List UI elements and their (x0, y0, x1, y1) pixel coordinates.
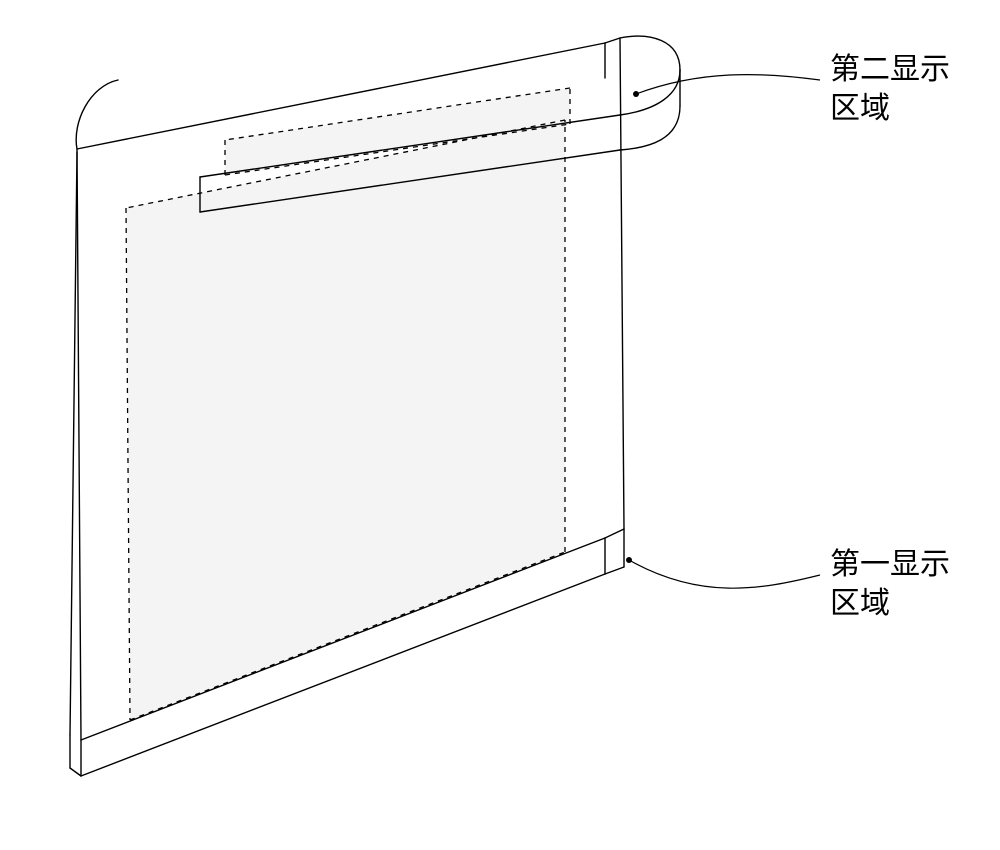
device-outline-path-12 (620, 38, 624, 529)
device-outline-path-22 (76, 80, 118, 149)
device-outline-path-7 (70, 152, 77, 735)
label-second-line1: 第二显示 (830, 53, 950, 86)
device-outline-path-4 (77, 149, 81, 740)
device-outline-path-17 (620, 106, 680, 150)
device-outline-path-19 (620, 70, 680, 115)
device-outline-path-13 (605, 38, 620, 43)
leader-line-first (629, 560, 820, 588)
label-first-line2: 区域 (830, 587, 890, 620)
device-outline-path-9 (605, 567, 624, 574)
label-first-line1: 第一显示 (830, 548, 950, 581)
figure-canvas: 第二显示 区域 第一显示 区域 (0, 0, 1000, 850)
label-second-display-area: 第二显示 区域 (830, 50, 950, 128)
leader-dot-second (633, 91, 639, 97)
first-display-area-fill (126, 120, 565, 720)
device-outline-path-11 (605, 529, 624, 538)
leader-dot-first (626, 557, 632, 563)
label-first-display-area: 第一显示 区域 (830, 545, 950, 623)
device-outline-path-5 (70, 768, 81, 776)
leader-line-second (636, 75, 820, 94)
label-second-line2: 区域 (830, 92, 890, 125)
device-outline-path-15 (620, 36, 680, 70)
